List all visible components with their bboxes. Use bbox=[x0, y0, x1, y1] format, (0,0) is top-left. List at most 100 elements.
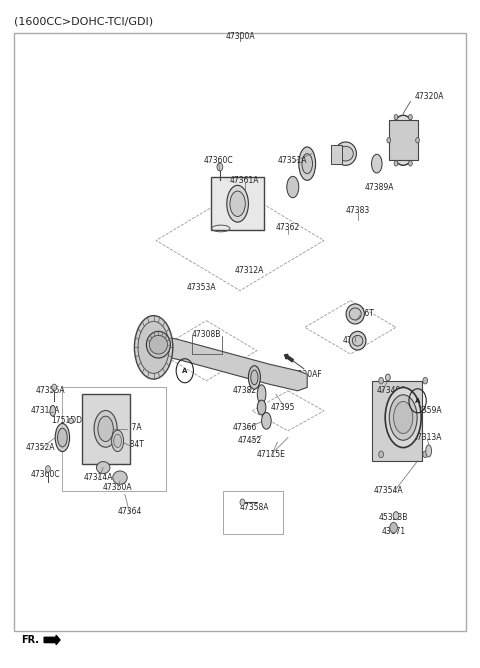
Circle shape bbox=[52, 384, 57, 391]
Text: 47389A: 47389A bbox=[364, 182, 394, 192]
Ellipse shape bbox=[349, 308, 361, 320]
Ellipse shape bbox=[338, 146, 353, 161]
Text: 45323B: 45323B bbox=[379, 513, 408, 522]
Bar bbox=[82, 394, 130, 464]
Ellipse shape bbox=[114, 434, 121, 448]
Ellipse shape bbox=[69, 418, 73, 424]
Circle shape bbox=[408, 161, 412, 166]
Circle shape bbox=[390, 522, 397, 533]
Ellipse shape bbox=[138, 321, 169, 373]
Text: 47364: 47364 bbox=[118, 506, 142, 516]
Ellipse shape bbox=[58, 428, 67, 447]
Circle shape bbox=[408, 114, 412, 120]
Ellipse shape bbox=[96, 462, 110, 474]
Circle shape bbox=[379, 451, 384, 458]
Ellipse shape bbox=[390, 116, 416, 166]
Ellipse shape bbox=[302, 154, 312, 174]
Text: 47318A: 47318A bbox=[31, 406, 60, 415]
Text: 47366: 47366 bbox=[233, 423, 257, 432]
Circle shape bbox=[387, 138, 391, 143]
FancyArrow shape bbox=[44, 635, 60, 645]
Text: 47350A: 47350A bbox=[103, 483, 132, 492]
Ellipse shape bbox=[394, 122, 413, 159]
Text: 47313A: 47313A bbox=[412, 433, 442, 442]
Circle shape bbox=[379, 377, 384, 384]
Text: FR.: FR. bbox=[22, 635, 39, 645]
Ellipse shape bbox=[249, 366, 260, 389]
Text: 47115E: 47115E bbox=[257, 450, 286, 459]
Circle shape bbox=[217, 163, 223, 171]
Text: 47361A: 47361A bbox=[230, 176, 260, 185]
Text: 47351A: 47351A bbox=[278, 156, 308, 165]
Text: 47352A: 47352A bbox=[26, 443, 56, 452]
Circle shape bbox=[393, 512, 399, 520]
Ellipse shape bbox=[389, 395, 417, 440]
Ellipse shape bbox=[372, 154, 382, 173]
Bar bbox=[389, 120, 418, 160]
Text: 47359A: 47359A bbox=[412, 406, 442, 415]
Ellipse shape bbox=[394, 401, 413, 434]
Bar bbox=[331, 145, 342, 164]
Text: 47357A: 47357A bbox=[112, 423, 142, 432]
Circle shape bbox=[46, 466, 50, 472]
Text: 47383: 47383 bbox=[346, 206, 370, 215]
Text: 47320A: 47320A bbox=[415, 92, 444, 102]
Ellipse shape bbox=[94, 410, 117, 448]
Ellipse shape bbox=[113, 471, 127, 484]
Ellipse shape bbox=[227, 186, 249, 222]
Ellipse shape bbox=[111, 430, 124, 452]
Ellipse shape bbox=[146, 331, 170, 358]
Text: 47312A: 47312A bbox=[235, 266, 264, 275]
Text: 47355A: 47355A bbox=[36, 386, 65, 395]
Text: A: A bbox=[415, 398, 420, 403]
Circle shape bbox=[423, 451, 428, 458]
Ellipse shape bbox=[134, 316, 173, 379]
Bar bbox=[14, 33, 466, 631]
Text: 47300A: 47300A bbox=[225, 32, 255, 41]
Bar bbox=[372, 381, 422, 461]
Bar bbox=[211, 177, 264, 230]
Text: 47360C: 47360C bbox=[204, 156, 233, 165]
FancyArrow shape bbox=[285, 354, 293, 362]
Text: (1600CC>DOHC-TCI/GDI): (1600CC>DOHC-TCI/GDI) bbox=[14, 17, 154, 27]
Ellipse shape bbox=[349, 331, 366, 350]
Text: 1751DD: 1751DD bbox=[52, 416, 83, 426]
Text: 47349A: 47349A bbox=[376, 386, 406, 395]
Circle shape bbox=[394, 114, 398, 120]
Text: 47452: 47452 bbox=[238, 436, 262, 446]
Text: 47354A: 47354A bbox=[374, 486, 404, 496]
Text: 43171: 43171 bbox=[382, 526, 406, 536]
Ellipse shape bbox=[352, 335, 363, 346]
Ellipse shape bbox=[335, 142, 356, 166]
Text: 47386T: 47386T bbox=[346, 309, 374, 319]
Text: 47314A: 47314A bbox=[84, 473, 113, 482]
Ellipse shape bbox=[98, 416, 113, 442]
Ellipse shape bbox=[287, 176, 299, 198]
Circle shape bbox=[385, 374, 390, 381]
Ellipse shape bbox=[230, 191, 245, 216]
Circle shape bbox=[394, 161, 398, 166]
Circle shape bbox=[416, 138, 420, 143]
Ellipse shape bbox=[50, 405, 56, 416]
Circle shape bbox=[423, 377, 428, 384]
Bar bbox=[62, 387, 166, 491]
Circle shape bbox=[240, 499, 245, 506]
Text: 47362: 47362 bbox=[276, 222, 300, 232]
Ellipse shape bbox=[385, 387, 421, 448]
Text: 47384T: 47384T bbox=[115, 440, 144, 449]
Text: A: A bbox=[182, 368, 188, 373]
Text: 47382T: 47382T bbox=[233, 386, 262, 395]
Text: 47353A: 47353A bbox=[187, 283, 216, 292]
Ellipse shape bbox=[262, 412, 271, 430]
Bar bbox=[223, 491, 283, 534]
Text: 47395: 47395 bbox=[271, 403, 295, 412]
Polygon shape bbox=[149, 334, 307, 391]
Ellipse shape bbox=[257, 385, 266, 403]
Text: 47363: 47363 bbox=[343, 336, 367, 345]
Ellipse shape bbox=[299, 147, 316, 180]
Ellipse shape bbox=[149, 335, 168, 354]
Text: 47308B: 47308B bbox=[192, 329, 221, 339]
Ellipse shape bbox=[257, 400, 266, 415]
Ellipse shape bbox=[346, 304, 364, 324]
Text: 47360C: 47360C bbox=[31, 470, 60, 479]
